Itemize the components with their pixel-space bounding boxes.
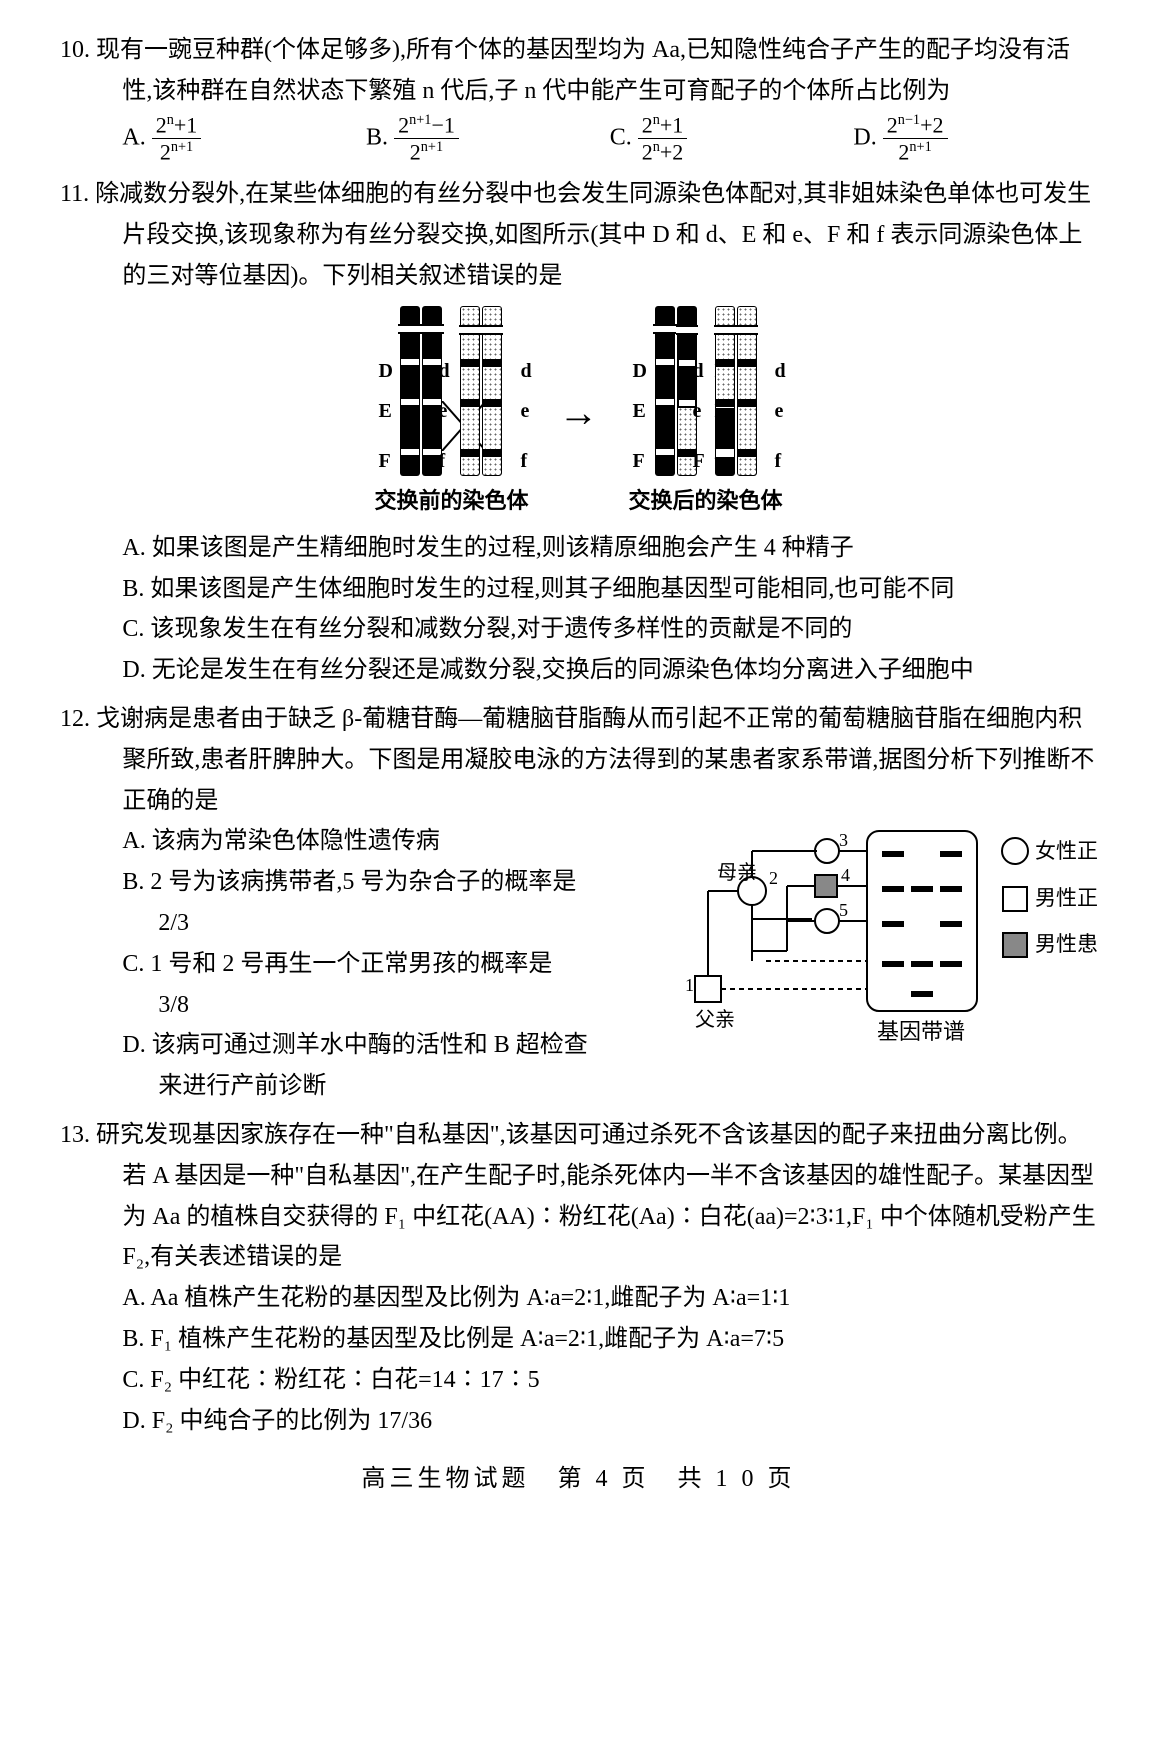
- pedigree-svg: 母亲 2 父亲 1 3 4 5: [677, 821, 1097, 1051]
- question-11: 11. 除减数分裂外,在某些体细胞的有丝分裂中也会发生同源染色体配对,其非姐妹染…: [60, 174, 1097, 691]
- label-father: 父亲: [695, 1008, 735, 1031]
- chrom-pair-dark: DEF DEf: [655, 306, 697, 476]
- chrom-after: DEF DEf deF def 交换后的染色体: [629, 306, 783, 519]
- svg-text:男性正常: 男性正常: [1035, 886, 1097, 910]
- q12-opt-a: A. 该病为常染色体隐性遗传病: [122, 821, 653, 862]
- page-footer: 高三生物试题 第 4 页 共 1 0 页: [60, 1459, 1097, 1500]
- q11-stem: 11. 除减数分裂外,在某些体细胞的有丝分裂中也会发生同源染色体配对,其非姐妹染…: [60, 174, 1097, 296]
- q11-text: 除减数分裂外,在某些体细胞的有丝分裂中也会发生同源染色体配对,其非姐妹染色单体也…: [95, 181, 1091, 289]
- q12-number: 12.: [60, 706, 90, 732]
- caption-before: 交换前的染色体: [374, 482, 528, 519]
- question-13: 13. 研究发现基因家族存在一种"自私基因",该基因可通过杀死不含该基因的配子来…: [60, 1115, 1097, 1441]
- opt-label: D.: [853, 124, 876, 150]
- q10-opt-b: B. 2n+1−12n+1: [366, 112, 610, 166]
- pedigree-figure: 母亲 2 父亲 1 3 4 5: [677, 821, 1097, 1065]
- q10-stem: 10. 现有一豌豆种群(个体足够多),所有个体的基因型均为 Aa,已知隐性纯合子…: [60, 30, 1097, 112]
- q13-stem: 13. 研究发现基因家族存在一种"自私基因",该基因可通过杀死不含该基因的配子来…: [60, 1115, 1097, 1278]
- q12-opt-d: D. 该病可通过测羊水中酶的活性和 B 超检查: [122, 1025, 653, 1066]
- q10-opt-d: D. 2n−1+22n+1: [853, 112, 1097, 166]
- q13-options: A. Aa 植株产生花粉的基因型及比例为 A∶a=2∶1,雌配子为 A∶a=1∶…: [60, 1278, 1097, 1441]
- q12-opt-c: C. 1 号和 2 号再生一个正常男孩的概率是: [122, 944, 653, 985]
- question-12: 12. 戈谢病是患者由于缺乏 β-葡糖苷酶—葡糖脑苷脂酶从而引起不正常的葡萄糖脑…: [60, 699, 1097, 1107]
- q13-opt-d: D. F₂ 中纯合子的比例为 17/36: [122, 1401, 1097, 1442]
- opt-label: A.: [122, 124, 145, 150]
- q12-opt-c2: 3/8: [122, 985, 653, 1026]
- svg-text:3: 3: [839, 830, 848, 850]
- q11-opt-d: D. 无论是发生在有丝分裂还是减数分裂,交换后的同源染色体均分离进入子细胞中: [122, 650, 1097, 691]
- opt-label: B.: [366, 124, 388, 150]
- q12-opt-b: B. 2 号为该病携带者,5 号为杂合子的概率是: [122, 862, 653, 903]
- svg-text:4: 4: [841, 865, 850, 885]
- q11-number: 11.: [60, 181, 89, 207]
- q11-opt-b: B. 如果该图是产生体细胞时发生的过程,则其子细胞基因型可能相同,也可能不同: [122, 569, 1097, 610]
- q13-opt-c: C. F₂ 中红花∶粉红花∶白花=14∶17∶5: [122, 1360, 1097, 1401]
- q11-opt-c: C. 该现象发生在有丝分裂和减数分裂,对于遗传多样性的贡献是不同的: [122, 609, 1097, 650]
- q13-opt-b: B. F₁ 植株产生花粉的基因型及比例是 A∶a=2∶1,雌配子为 A∶a=7∶…: [122, 1319, 1097, 1360]
- q13-opt-a: A. Aa 植株产生花粉的基因型及比例为 A∶a=2∶1,雌配子为 A∶a=1∶…: [122, 1278, 1097, 1319]
- q10-text: 现有一豌豆种群(个体足够多),所有个体的基因型均为 Aa,已知隐性纯合子产生的配…: [96, 37, 1070, 104]
- question-10: 10. 现有一豌豆种群(个体足够多),所有个体的基因型均为 Aa,已知隐性纯合子…: [60, 30, 1097, 166]
- svg-text:1: 1: [685, 975, 694, 995]
- opt-label: C.: [610, 124, 632, 150]
- q12-text: 戈谢病是患者由于缺乏 β-葡糖苷酶—葡糖脑苷脂酶从而引起不正常的葡萄糖脑苷脂在细…: [96, 706, 1094, 814]
- svg-text:5: 5: [839, 900, 848, 920]
- chrom-pair-dotted: deF def: [715, 306, 757, 476]
- chrom-pair-dotted: def def: [460, 306, 502, 476]
- q11-options: A. 如果该图是产生精细胞时发生的过程,则该精原细胞会产生 4 种精子 B. 如…: [60, 528, 1097, 691]
- q12-opt-d2: 来进行产前诊断: [122, 1066, 653, 1107]
- q10-options: A. 2n+12n+1 B. 2n+1−12n+1 C. 2n+12n+2 D.…: [60, 112, 1097, 166]
- chrom-pair-dark: DEF DEF: [400, 306, 442, 476]
- q12-opt-b2: 2/3: [122, 903, 653, 944]
- chrom-before: DEF DEF def def 交换前的染色体: [374, 306, 528, 519]
- q11-opt-a: A. 如果该图是产生精细胞时发生的过程,则该精原细胞会产生 4 种精子: [122, 528, 1097, 569]
- svg-text:2: 2: [769, 868, 778, 888]
- q10-number: 10.: [60, 37, 90, 63]
- svg-text:男性患者: 男性患者: [1035, 932, 1097, 956]
- q13-text: 研究发现基因家族存在一种"自私基因",该基因可通过杀死不含该基因的配子来扭曲分离…: [96, 1122, 1096, 1270]
- caption-after: 交换后的染色体: [629, 482, 783, 519]
- q10-opt-a: A. 2n+12n+1: [122, 112, 366, 166]
- gel-caption: 基因带谱: [877, 1019, 965, 1044]
- q12-stem: 12. 戈谢病是患者由于缺乏 β-葡糖苷酶—葡糖脑苷脂酶从而引起不正常的葡萄糖脑…: [60, 699, 1097, 821]
- q13-number: 13.: [60, 1122, 90, 1148]
- q10-opt-c: C. 2n+12n+2: [610, 112, 854, 166]
- arrow-icon: →: [559, 379, 599, 447]
- q12-options: A. 该病为常染色体隐性遗传病 B. 2 号为该病携带者,5 号为杂合子的概率是…: [60, 821, 653, 1107]
- svg-text:女性正常: 女性正常: [1035, 839, 1097, 863]
- q11-diagram: DEF DEF def def 交换前的染色体 → DEF: [60, 306, 1097, 519]
